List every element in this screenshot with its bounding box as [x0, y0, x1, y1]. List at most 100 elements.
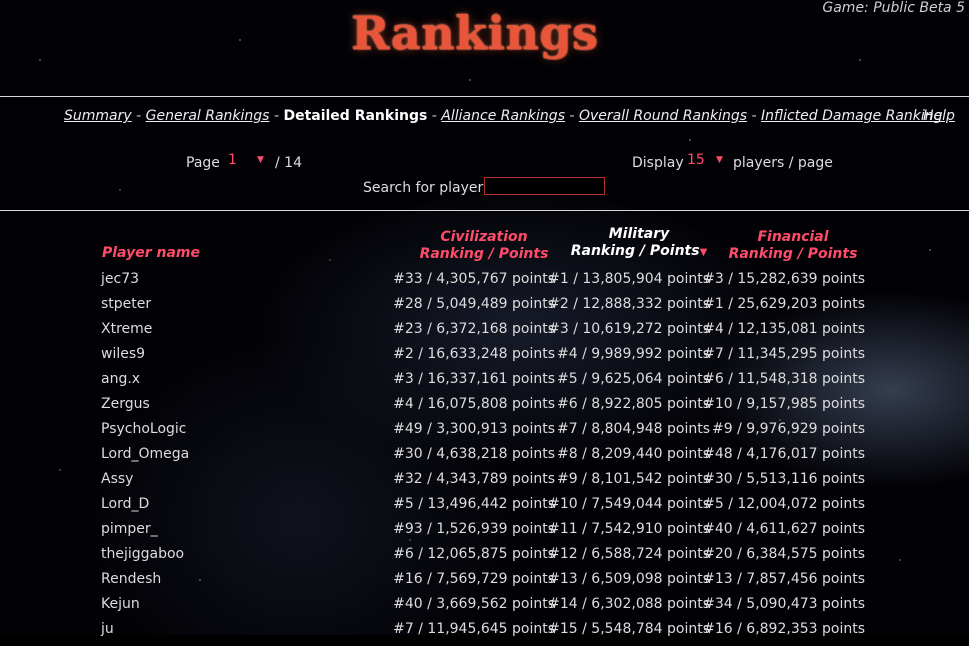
page-label: Page	[186, 155, 220, 171]
military-ranking: #14 / 6,302,088 points	[548, 596, 710, 612]
rankings-logo: Rankings	[351, 6, 599, 60]
display-select[interactable]: 15	[687, 152, 705, 168]
table-row: Zergus #4 / 16,075,808 points #6 / 8,922,8…	[0, 396, 969, 421]
civilization-ranking: #93 / 1,526,939 points	[393, 521, 555, 537]
table-row: ju #7 / 11,945,645 points #15 / 5,548,784 …	[0, 621, 969, 646]
player-name-link[interactable]: Lord_Omega	[101, 446, 190, 462]
player-name-link[interactable]: thejiggaboo	[101, 546, 185, 562]
financial-ranking: #30 / 5,513,116 points	[703, 471, 865, 487]
page-select[interactable]: 1	[228, 152, 237, 168]
civilization-ranking: #23 / 6,372,168 points	[393, 321, 555, 337]
military-ranking: #11 / 7,542,910 points	[548, 521, 710, 537]
financial-ranking: #5 / 12,004,072 points	[703, 496, 865, 512]
military-ranking: #9 / 8,101,542 points	[557, 471, 710, 487]
civilization-ranking: #40 / 3,669,562 points	[393, 596, 555, 612]
civilization-ranking: #5 / 13,496,442 points	[393, 496, 555, 512]
financial-ranking: #20 / 6,384,575 points	[703, 546, 865, 562]
header-civilization[interactable]: Civilization Ranking / Points	[414, 229, 554, 263]
civilization-ranking: #6 / 12,065,875 points	[393, 546, 555, 562]
table-row: Assy #32 / 4,343,789 points #9 / 8,101,542…	[0, 471, 969, 496]
sort-desc-icon: ▼	[699, 247, 708, 258]
military-ranking: #10 / 7,549,044 points	[548, 496, 710, 512]
player-name-link[interactable]: pimper_	[101, 521, 158, 537]
table-row: Kejun #40 / 3,669,562 points #14 / 6,302,0…	[0, 596, 969, 621]
financial-ranking: #16 / 6,892,353 points	[703, 621, 865, 637]
player-name-link[interactable]: PsychoLogic	[101, 421, 187, 437]
rankings-nav: Summary - General Rankings - Detailed Ra…	[64, 108, 943, 124]
military-ranking: #3 / 10,619,272 points	[548, 321, 710, 337]
financial-ranking: #1 / 25,629,203 points	[703, 296, 865, 312]
table-row: Lord_D #5 / 13,496,442 points #10 / 7,549,…	[0, 496, 969, 521]
military-ranking: #7 / 8,804,948 points	[557, 421, 710, 437]
civilization-ranking: #4 / 16,075,808 points	[393, 396, 555, 412]
military-ranking: #15 / 5,548,784 points	[548, 621, 710, 637]
civilization-ranking: #2 / 16,633,248 points	[393, 346, 555, 362]
nav-inflicted-damage-ranking[interactable]: Inflicted Damage Ranking	[761, 108, 943, 124]
financial-ranking: #40 / 4,611,627 points	[703, 521, 865, 537]
nav-separator: -	[273, 108, 279, 124]
financial-ranking: #34 / 5,090,473 points	[703, 596, 865, 612]
header-player-name[interactable]: Player name	[102, 245, 200, 261]
display-dropdown-icon[interactable]: ▼	[716, 155, 723, 165]
player-name-link[interactable]: ang.x	[101, 371, 141, 387]
nav-separator: -	[136, 108, 142, 124]
table-row: pimper_ #93 / 1,526,939 points #11 / 7,542…	[0, 521, 969, 546]
header-financial-line2: Ranking / Points	[728, 246, 858, 262]
nav-detailed-rankings: Detailed Rankings	[283, 108, 428, 124]
table-row: wiles9 #2 / 16,633,248 points #4 / 9,989,9…	[0, 346, 969, 371]
civilization-ranking: #7 / 11,945,645 points	[393, 621, 555, 637]
financial-ranking: #7 / 11,345,295 points	[703, 346, 865, 362]
header-divider	[0, 96, 969, 97]
civilization-ranking: #33 / 4,305,767 points	[393, 271, 555, 287]
player-name-link[interactable]: wiles9	[101, 346, 146, 362]
header-financial[interactable]: Financial Ranking / Points	[723, 229, 863, 263]
nav-separator: -	[751, 108, 757, 124]
military-ranking: #5 / 9,625,064 points	[557, 371, 710, 387]
table-row: Rendesh #16 / 7,569,729 points #13 / 6,509…	[0, 571, 969, 596]
nav-general-rankings[interactable]: General Rankings	[145, 108, 270, 124]
help-link[interactable]: Help	[923, 108, 955, 124]
table-row: jec73 #33 / 4,305,767 points #1 / 13,805,9…	[0, 271, 969, 296]
civilization-ranking: #3 / 16,337,161 points	[393, 371, 555, 387]
display-suffix: players / page	[733, 155, 833, 171]
player-name-link[interactable]: jec73	[101, 271, 140, 287]
military-ranking: #1 / 13,805,904 points	[548, 271, 710, 287]
nav-alliance-rankings[interactable]: Alliance Rankings	[441, 108, 565, 124]
civilization-ranking: #30 / 4,638,218 points	[393, 446, 555, 462]
table-row: ang.x #3 / 16,337,161 points #5 / 9,625,06…	[0, 371, 969, 396]
player-name-link[interactable]: stpeter	[101, 296, 152, 312]
player-name-link[interactable]: ju	[101, 621, 114, 637]
military-ranking: #2 / 12,888,332 points	[548, 296, 710, 312]
financial-ranking: #3 / 15,282,639 points	[703, 271, 865, 287]
player-name-link[interactable]: Assy	[101, 471, 134, 487]
search-label: Search for player :	[363, 180, 493, 196]
nav-overall-round-rankings[interactable]: Overall Round Rankings	[578, 108, 748, 124]
civilization-ranking: #49 / 3,300,913 points	[393, 421, 555, 437]
military-ranking: #6 / 8,922,805 points	[557, 396, 710, 412]
financial-ranking: #6 / 11,548,318 points	[703, 371, 865, 387]
financial-ranking: #4 / 12,135,081 points	[703, 321, 865, 337]
financial-ranking: #13 / 7,857,456 points	[703, 571, 865, 587]
table-row: thejiggaboo #6 / 12,065,875 points #12 / 6…	[0, 546, 969, 571]
page-dropdown-icon[interactable]: ▼	[257, 155, 264, 165]
civilization-ranking: #16 / 7,569,729 points	[393, 571, 555, 587]
military-ranking: #13 / 6,509,098 points	[548, 571, 710, 587]
search-player-input[interactable]	[484, 177, 605, 195]
player-name-link[interactable]: Lord_D	[101, 496, 150, 512]
military-ranking: #12 / 6,588,724 points	[548, 546, 710, 562]
header-civilization-line2: Ranking / Points	[419, 246, 549, 262]
player-name-link[interactable]: Xtreme	[101, 321, 153, 337]
header-military[interactable]: Military Ranking / Points▼	[566, 226, 712, 261]
player-name-link[interactable]: Zergus	[101, 396, 150, 412]
financial-ranking: #9 / 9,976,929 points	[712, 421, 865, 437]
nav-summary[interactable]: Summary	[64, 108, 132, 124]
controls-divider	[0, 210, 969, 211]
player-name-link[interactable]: Rendesh	[101, 571, 162, 587]
header-military-line2: Ranking / Points	[570, 243, 700, 259]
header-civilization-line1: Civilization	[440, 229, 528, 245]
table-row: Xtreme #23 / 6,372,168 points #3 / 10,619,…	[0, 321, 969, 346]
civilization-ranking: #32 / 4,343,789 points	[393, 471, 555, 487]
player-name-link[interactable]: Kejun	[101, 596, 140, 612]
financial-ranking: #48 / 4,176,017 points	[703, 446, 865, 462]
